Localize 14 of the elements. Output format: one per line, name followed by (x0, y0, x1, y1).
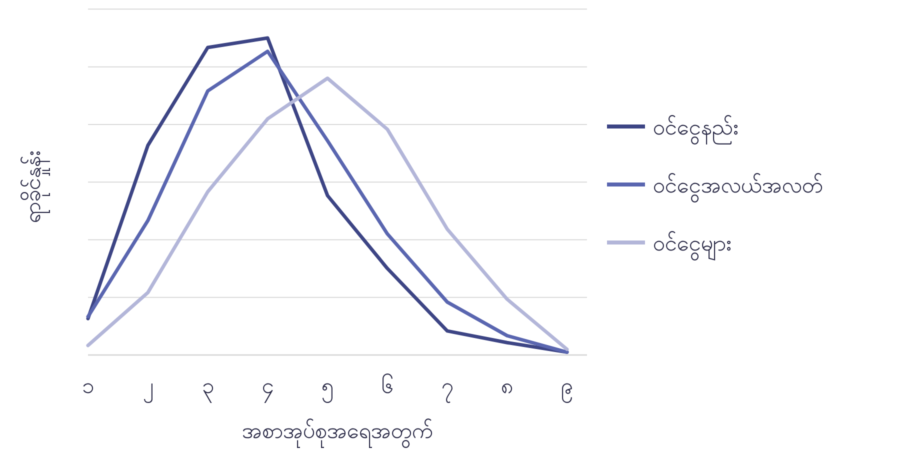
x-tick-label: ၆ (381, 373, 394, 399)
x-tick-label: ၁ (82, 374, 94, 399)
x-tick-label: ၃ (202, 374, 214, 403)
x-tick-label: ၂ (142, 374, 153, 403)
x-tick-label: ၉ (561, 374, 573, 403)
x-tick-label: ၈ (501, 374, 514, 399)
x-tick-label: ၇ (441, 374, 454, 403)
x-axis-title: အစာအုပ်စုအရေအတွက် (242, 418, 433, 449)
legend-label: ဝင်ငွေအလယ်အလတ် (653, 172, 823, 204)
legend-label: ဝင်ငွေနည်း (653, 114, 739, 146)
x-tick-label: ၅ (322, 374, 334, 403)
y-axis-title: ရာခိုင်နှုန်း (20, 150, 50, 223)
legend-label: ဝင်ငွေများ (653, 230, 732, 262)
x-tick-label: ၄ (262, 374, 274, 403)
